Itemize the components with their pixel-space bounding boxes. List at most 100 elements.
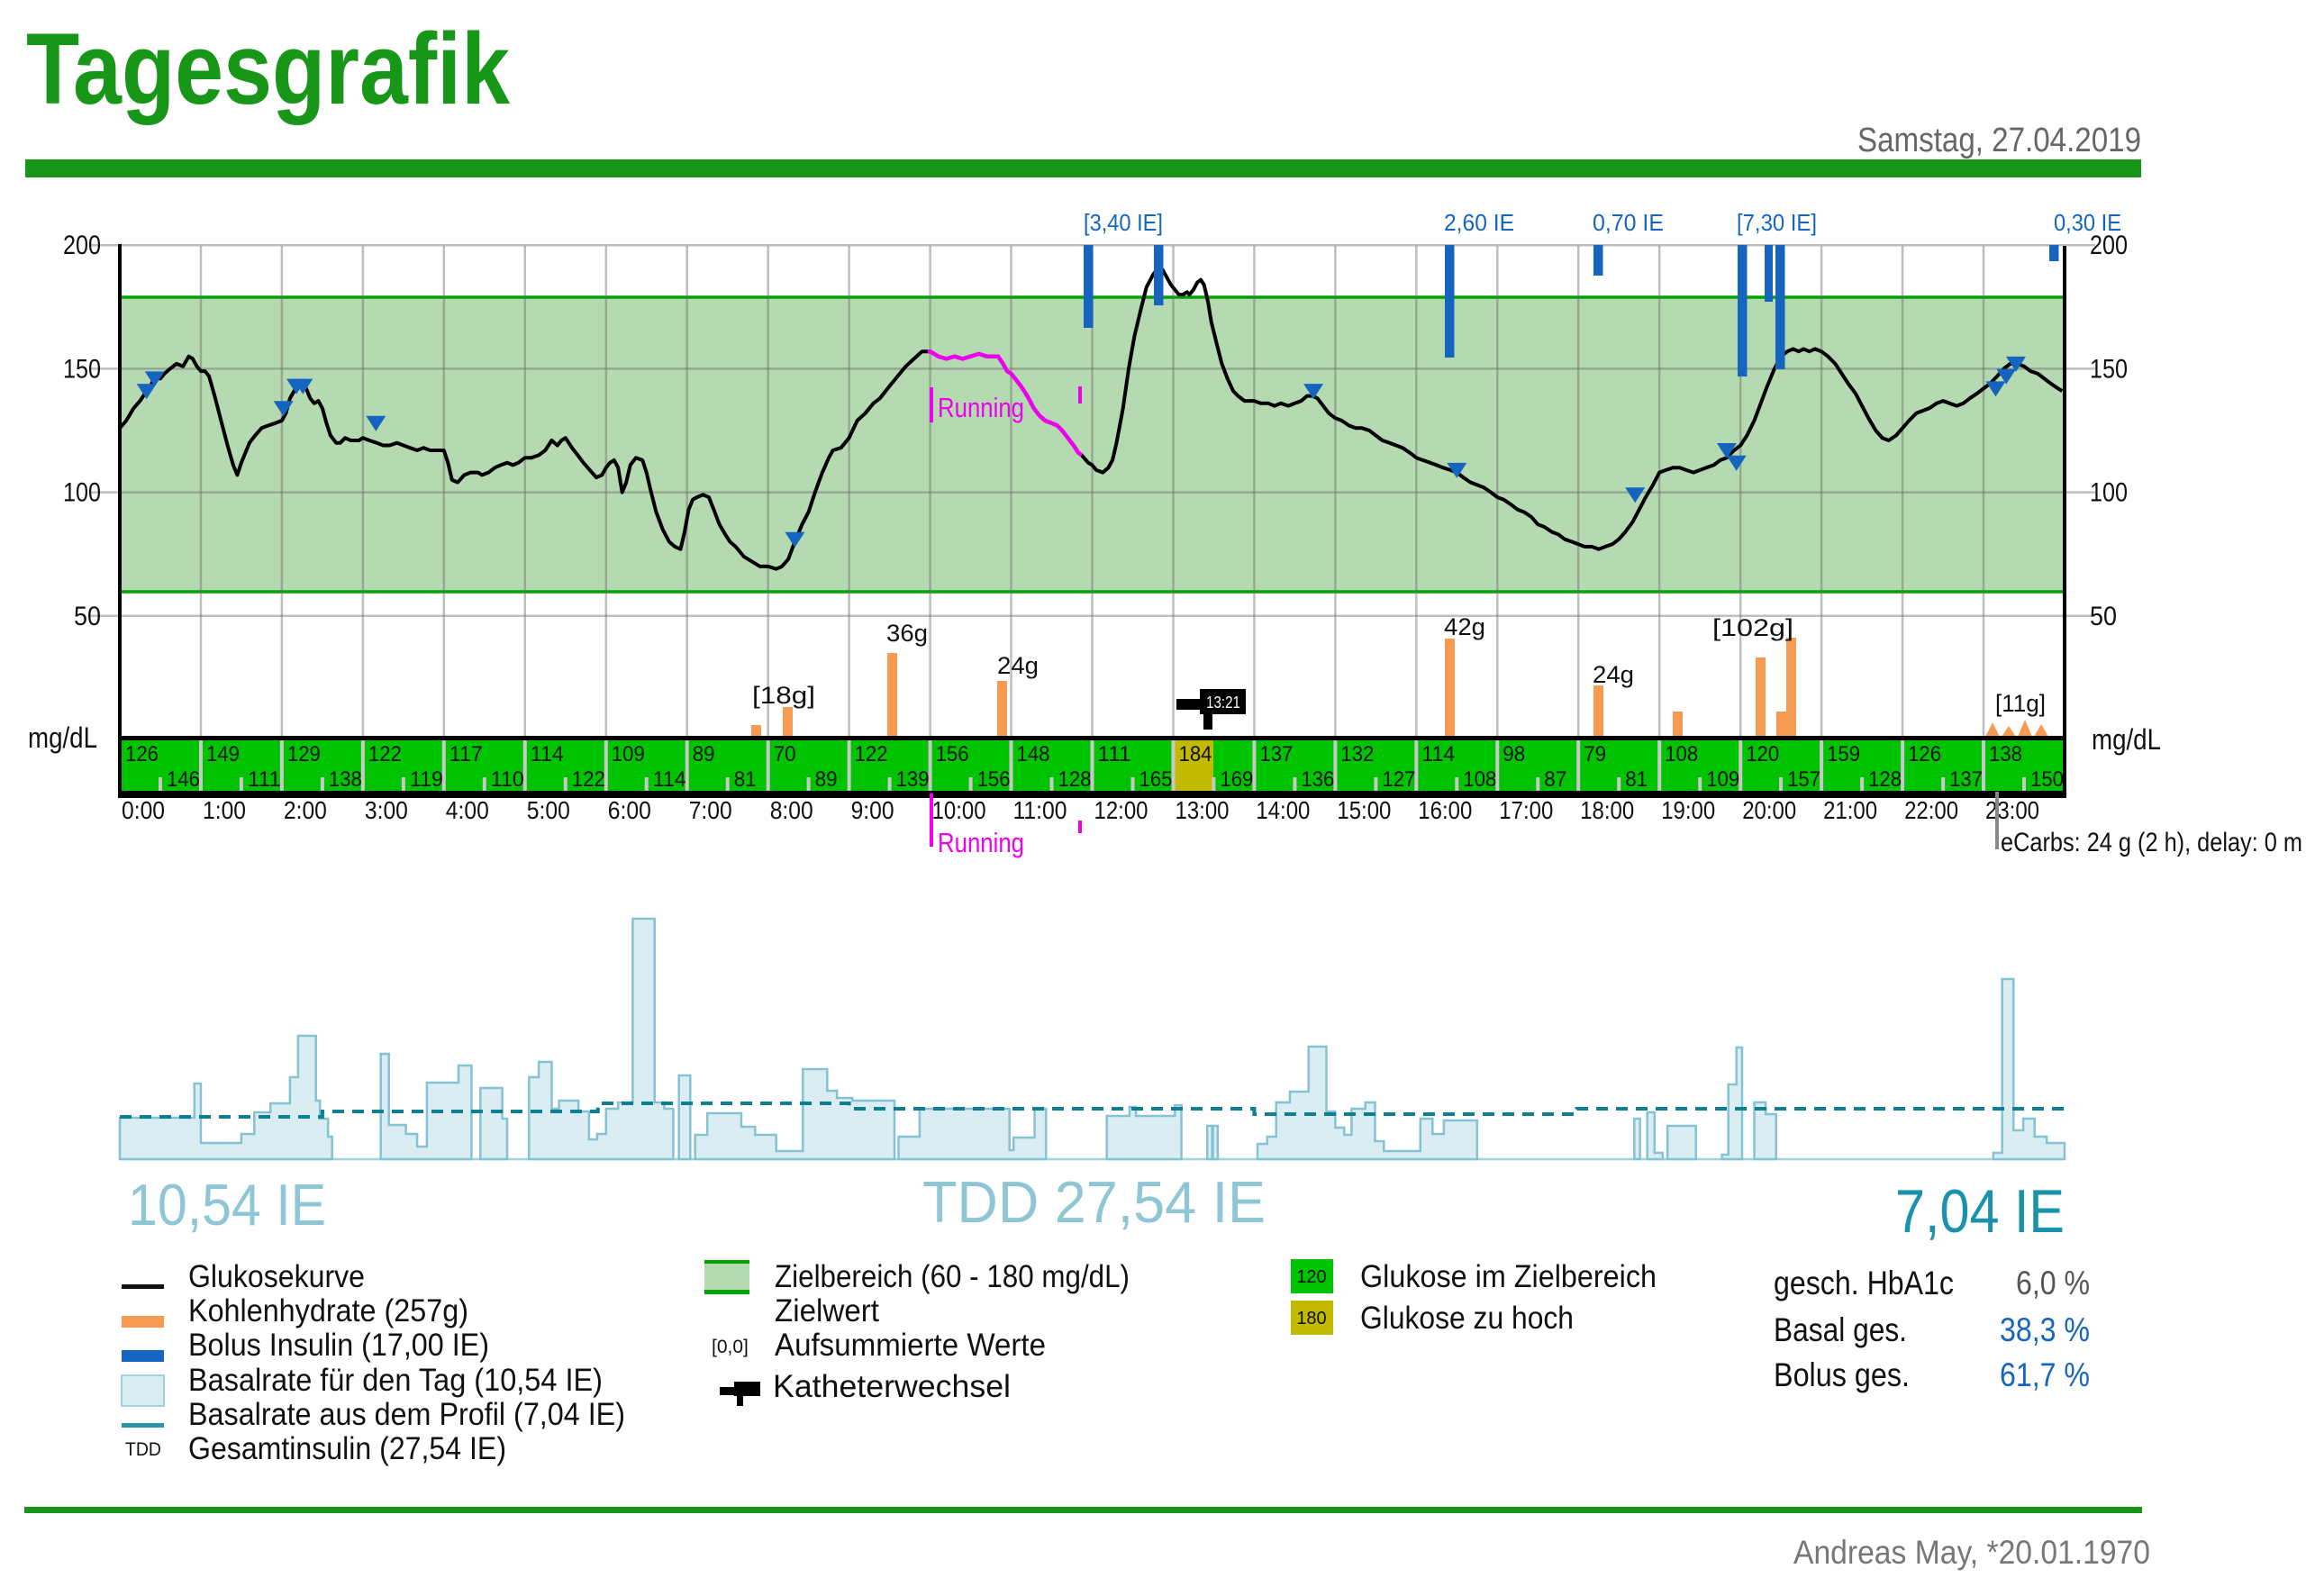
svg-text:24g: 24g bbox=[1593, 661, 1634, 688]
svg-text:3:00: 3:00 bbox=[365, 796, 408, 824]
svg-text:0:00: 0:00 bbox=[122, 796, 165, 824]
svg-text:184: 184 bbox=[1179, 742, 1212, 766]
svg-text:61,7 %: 61,7 % bbox=[2000, 1356, 2090, 1393]
svg-text:18:00: 18:00 bbox=[1580, 796, 1634, 824]
svg-text:mg/dL: mg/dL bbox=[28, 721, 97, 754]
svg-text:119: 119 bbox=[410, 767, 443, 792]
svg-text:122: 122 bbox=[368, 742, 402, 766]
svg-text:6:00: 6:00 bbox=[608, 796, 651, 824]
svg-text:23:00: 23:00 bbox=[1985, 796, 2039, 824]
svg-text:98: 98 bbox=[1503, 742, 1525, 766]
svg-text:110: 110 bbox=[491, 767, 524, 792]
svg-text:159: 159 bbox=[1827, 742, 1860, 766]
svg-text:114: 114 bbox=[1421, 742, 1455, 766]
svg-text:120: 120 bbox=[1296, 1267, 1326, 1287]
svg-text:111: 111 bbox=[1098, 742, 1131, 766]
svg-text:12:00: 12:00 bbox=[1094, 796, 1148, 824]
svg-text:111: 111 bbox=[248, 767, 281, 792]
svg-text:21:00: 21:00 bbox=[1823, 796, 1877, 824]
svg-text:Basalrate für den Tag (10,54 I: Basalrate für den Tag (10,54 IE) bbox=[188, 1363, 603, 1398]
svg-text:81: 81 bbox=[1625, 767, 1648, 792]
svg-text:1:00: 1:00 bbox=[203, 796, 246, 824]
svg-text:Glukose zu hoch: Glukose zu hoch bbox=[1360, 1301, 1574, 1336]
svg-text:100: 100 bbox=[63, 478, 101, 508]
svg-text:0,30 IE: 0,30 IE bbox=[2054, 209, 2121, 236]
svg-text:150: 150 bbox=[2030, 767, 2064, 792]
svg-text:19:00: 19:00 bbox=[1661, 796, 1715, 824]
svg-text:Katheterwechsel: Katheterwechsel bbox=[773, 1369, 1011, 1404]
svg-text:[18g]: [18g] bbox=[752, 682, 815, 709]
svg-text:[0,0]: [0,0] bbox=[712, 1337, 749, 1357]
svg-text:137: 137 bbox=[1949, 767, 1983, 792]
svg-text:13:21: 13:21 bbox=[1206, 694, 1240, 712]
svg-text:169: 169 bbox=[1220, 767, 1253, 792]
svg-text:114: 114 bbox=[653, 767, 686, 792]
svg-text:11:00: 11:00 bbox=[1013, 796, 1067, 824]
svg-text:Aufsummierte Werte: Aufsummierte Werte bbox=[775, 1328, 1046, 1363]
svg-text:50: 50 bbox=[2090, 602, 2117, 631]
svg-text:138: 138 bbox=[329, 767, 362, 792]
svg-text:eCarbs: 24 g (2 h), delay: 0 m: eCarbs: 24 g (2 h), delay: 0 m bbox=[2001, 828, 2302, 857]
svg-text:89: 89 bbox=[815, 767, 838, 792]
svg-text:200: 200 bbox=[63, 231, 101, 260]
svg-text:Andreas May, *20.01.1970: Andreas May, *20.01.1970 bbox=[1793, 1534, 2150, 1571]
svg-text:Basalrate aus dem Profil (7,04: Basalrate aus dem Profil (7,04 IE) bbox=[188, 1397, 625, 1432]
svg-text:[7,30 IE]: [7,30 IE] bbox=[1737, 209, 1817, 236]
svg-text:Bolus Insulin (17,00 IE): Bolus Insulin (17,00 IE) bbox=[188, 1328, 489, 1363]
svg-text:122: 122 bbox=[572, 767, 605, 792]
svg-text:2,60 IE: 2,60 IE bbox=[1444, 209, 1514, 236]
svg-text:137: 137 bbox=[1259, 742, 1293, 766]
svg-text:Gesamtinsulin (27,54 IE): Gesamtinsulin (27,54 IE) bbox=[188, 1431, 506, 1466]
svg-text:8:00: 8:00 bbox=[770, 796, 813, 824]
svg-text:138: 138 bbox=[1989, 742, 2022, 766]
svg-text:100: 100 bbox=[2090, 478, 2128, 508]
svg-text:7,04 IE: 7,04 IE bbox=[1895, 1177, 2065, 1246]
svg-text:16:00: 16:00 bbox=[1418, 796, 1472, 824]
svg-text:22:00: 22:00 bbox=[1904, 796, 1958, 824]
svg-text:Zielwert: Zielwert bbox=[775, 1293, 879, 1328]
svg-text:148: 148 bbox=[1017, 742, 1050, 766]
svg-text:10:00: 10:00 bbox=[932, 796, 986, 824]
svg-text:TDD 27,54 IE: TDD 27,54 IE bbox=[922, 1169, 1266, 1235]
svg-text:42g: 42g bbox=[1444, 613, 1485, 640]
svg-text:Glukosekurve: Glukosekurve bbox=[188, 1259, 365, 1294]
svg-text:20:00: 20:00 bbox=[1742, 796, 1796, 824]
svg-text:128: 128 bbox=[1058, 767, 1092, 792]
svg-text:[102g]: [102g] bbox=[1712, 614, 1793, 641]
svg-text:4:00: 4:00 bbox=[446, 796, 489, 824]
svg-text:TDD: TDD bbox=[125, 1439, 161, 1460]
svg-text:13:00: 13:00 bbox=[1176, 796, 1230, 824]
svg-text:81: 81 bbox=[734, 767, 757, 792]
svg-text:5:00: 5:00 bbox=[527, 796, 570, 824]
svg-text:Tagesgrafik: Tagesgrafik bbox=[26, 13, 511, 125]
svg-text:Glukose im Zielbereich: Glukose im Zielbereich bbox=[1360, 1259, 1657, 1294]
svg-text:24g: 24g bbox=[997, 652, 1039, 679]
svg-text:50: 50 bbox=[74, 602, 101, 631]
svg-text:9:00: 9:00 bbox=[851, 796, 894, 824]
svg-text:150: 150 bbox=[2090, 354, 2128, 384]
svg-text:Kohlenhydrate (257g): Kohlenhydrate (257g) bbox=[188, 1293, 468, 1328]
svg-text:157: 157 bbox=[1787, 767, 1820, 792]
svg-text:156: 156 bbox=[936, 742, 969, 766]
svg-text:108: 108 bbox=[1665, 742, 1698, 766]
svg-text:129: 129 bbox=[287, 742, 321, 766]
svg-text:[11g]: [11g] bbox=[1995, 690, 2046, 717]
svg-text:146: 146 bbox=[167, 767, 200, 792]
svg-text:[3,40 IE]: [3,40 IE] bbox=[1084, 209, 1163, 236]
svg-text:126: 126 bbox=[1908, 742, 1941, 766]
svg-text:136: 136 bbox=[1301, 767, 1334, 792]
svg-text:109: 109 bbox=[612, 742, 645, 766]
svg-text:114: 114 bbox=[531, 742, 564, 766]
svg-text:6,0 %: 6,0 % bbox=[2016, 1265, 2090, 1301]
svg-text:120: 120 bbox=[1746, 742, 1779, 766]
svg-text:Samstag, 27.04.2019: Samstag, 27.04.2019 bbox=[1857, 122, 2141, 159]
svg-text:14:00: 14:00 bbox=[1256, 796, 1310, 824]
svg-text:108: 108 bbox=[1463, 767, 1496, 792]
svg-text:122: 122 bbox=[855, 742, 888, 766]
svg-text:17:00: 17:00 bbox=[1499, 796, 1553, 824]
svg-text:109: 109 bbox=[1706, 767, 1739, 792]
svg-text:165: 165 bbox=[1139, 767, 1173, 792]
svg-text:Basal ges.: Basal ges. bbox=[1774, 1311, 1907, 1348]
svg-text:149: 149 bbox=[206, 742, 240, 766]
svg-text:15:00: 15:00 bbox=[1337, 796, 1391, 824]
